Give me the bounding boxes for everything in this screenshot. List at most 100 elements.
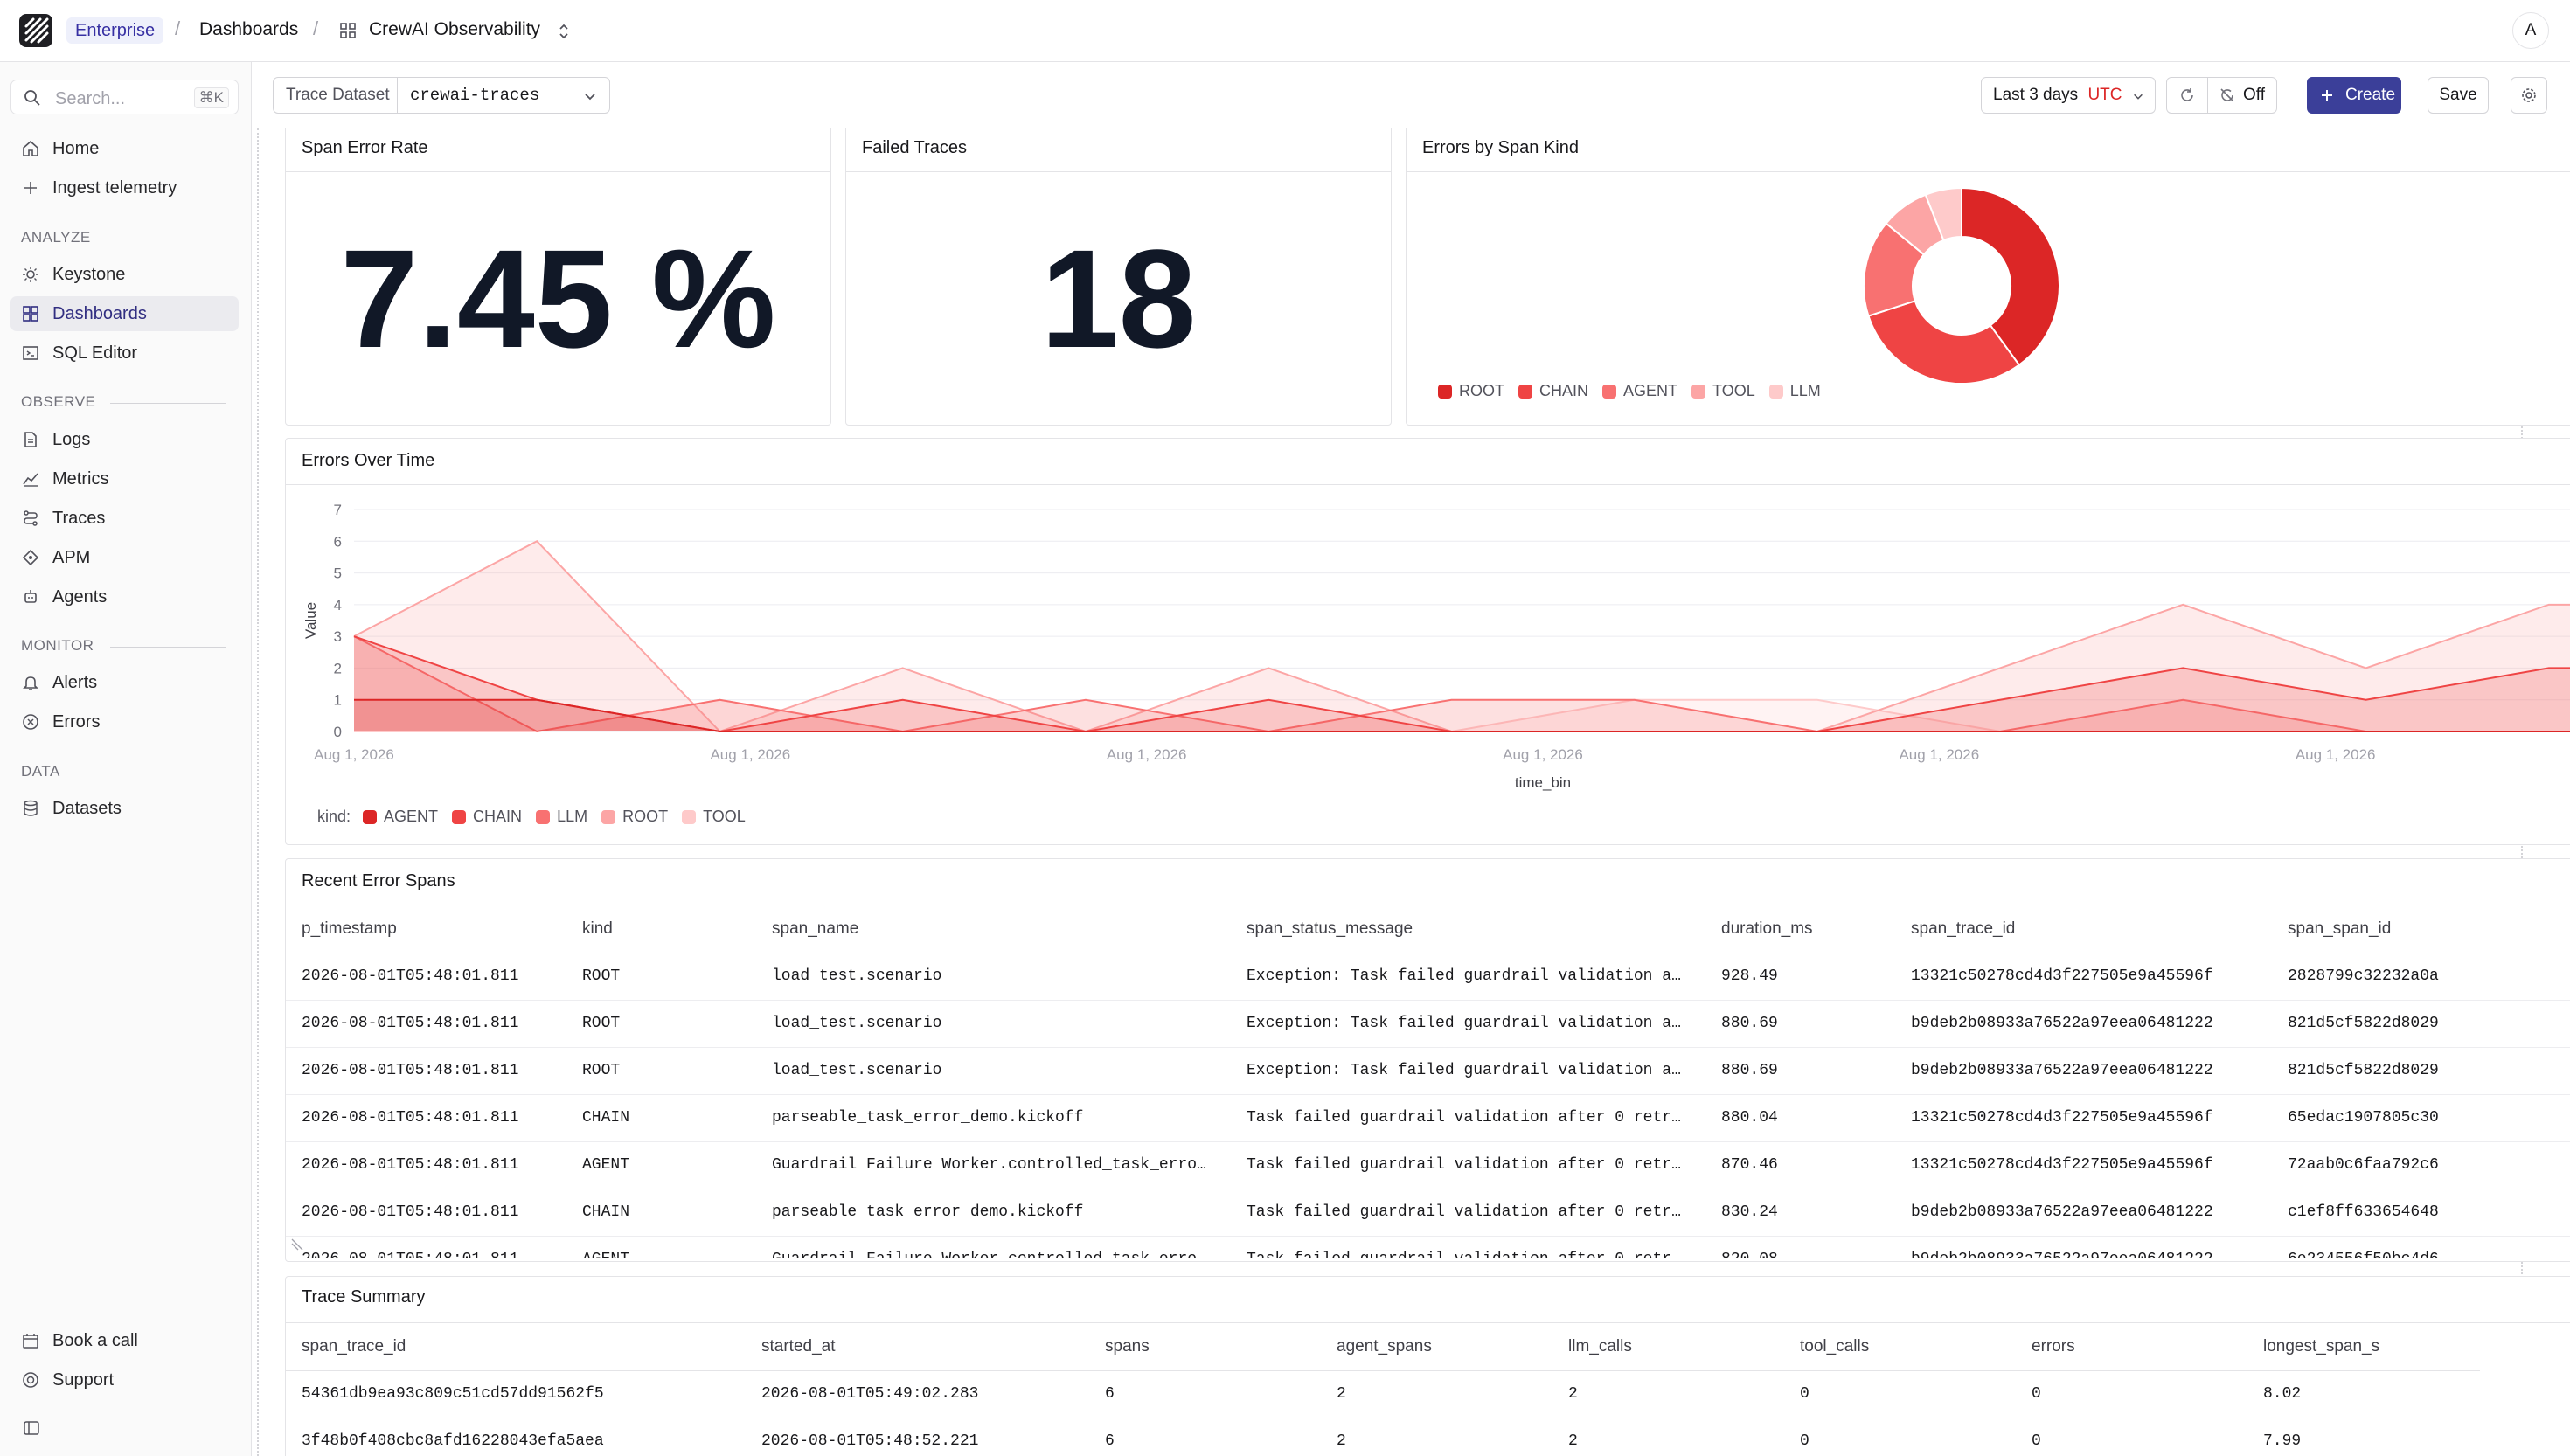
column-header[interactable]: span_status_message [1231, 905, 1705, 953]
sidebar-item-logs[interactable]: Logs [10, 422, 239, 457]
refresh-button[interactable] [2166, 77, 2208, 114]
legend-item-agent[interactable]: AGENT [1602, 382, 1677, 400]
sidebar-item-label: Alerts [52, 672, 98, 692]
legend-swatch [1438, 384, 1452, 399]
save-button[interactable]: Save [2428, 77, 2489, 114]
table-viewport[interactable]: p_timestamp kind span_name span_status_mess… [286, 905, 2570, 1258]
column-header[interactable]: llm_calls [1552, 1323, 1784, 1371]
sidebar-item-agents[interactable]: Agents [10, 579, 239, 614]
legend-item-chain[interactable]: CHAIN [452, 808, 522, 826]
app-logo-icon[interactable] [19, 14, 52, 47]
table-cell: 2026-08-01T05:48:01.811 [286, 953, 566, 1001]
legend-item-root[interactable]: ROOT [1438, 382, 1504, 400]
sidebar-item-book-call[interactable]: Book a call [10, 1323, 239, 1358]
table-cell: 13321c50278cd4d3f227505e9a45596f [1895, 1141, 2272, 1189]
legend-item-chain[interactable]: CHAIN [1518, 382, 1588, 400]
column-header[interactable]: errors [2016, 1323, 2247, 1371]
donut-slice-chain[interactable] [1867, 300, 2021, 385]
series-line-agent[interactable] [354, 698, 2570, 732]
legend-item-llm[interactable]: LLM [536, 808, 587, 826]
search-placeholder: Search... [55, 89, 126, 108]
sidebar-item-traces[interactable]: Traces [10, 501, 239, 536]
table-cell: 2 [1552, 1370, 1784, 1418]
sidebar-item-apm[interactable]: APM [10, 540, 239, 575]
table-row[interactable]: 54361db9ea93c809c51cd57dd91562f5 2026-08-… [286, 1370, 2480, 1418]
sidebar-item-home[interactable]: Home [10, 131, 239, 166]
panel-title: Errors by Span Kind [1422, 138, 1579, 157]
sidebar-item-alerts[interactable]: Alerts [10, 665, 239, 700]
y-tick-label: 5 [334, 565, 342, 582]
column-header[interactable]: duration_ms [1705, 905, 1895, 953]
table-row[interactable]: 3f48b0f408cbc8afd16228043efa5aea 2026-08-… [286, 1418, 2480, 1456]
breadcrumb-dashboards[interactable]: Dashboards [199, 19, 299, 39]
errors-over-time-chart[interactable]: 0 1 2 3 4 5 6 7 Aug 1, 2026 Aug 1, 2026 Aug 1, 202… [286, 485, 2570, 800]
table-viewport[interactable]: span_trace_id started_at spans agent_spans l… [286, 1323, 2570, 1456]
sidebar-item-metrics[interactable]: Metrics [10, 461, 239, 496]
panel-trace-summary[interactable]: Trace Summary span_trace_id started_at spa… [285, 1276, 2570, 1456]
panel-failed-traces[interactable]: Failed Traces 18 [845, 128, 1392, 426]
legend-item-agent[interactable]: AGENT [363, 808, 438, 826]
table-row[interactable]: 2026-08-01T05:48:01.811 ROOT load_test.sce… [286, 1000, 2570, 1048]
panel-recent-error-spans[interactable]: Recent Error Spans p_timestamp kind span_n… [285, 858, 2570, 1262]
divider [286, 1322, 2570, 1323]
legend-item-root[interactable]: ROOT [601, 808, 668, 826]
sidebar-item-datasets[interactable]: Datasets [10, 791, 239, 826]
column-header[interactable]: tool_calls [1784, 1323, 2016, 1371]
collapse-sidebar-icon[interactable] [23, 1419, 40, 1437]
sidebar: Search... ⌘K Home Ingest telemetry ANALY… [0, 62, 252, 1456]
x-tick-label: Aug 1, 2026 [1503, 746, 1583, 763]
table-cell: CHAIN [566, 1094, 756, 1142]
column-header[interactable]: span_span_id [2272, 905, 2570, 953]
panel-span-error-rate[interactable]: Span Error Rate 7.45 % [285, 128, 831, 426]
refresh-icon [2181, 88, 2193, 101]
sidebar-item-keystone[interactable]: Keystone [10, 257, 239, 292]
table-row[interactable]: 2026-08-01T05:48:01.811 ROOT load_test.sce… [286, 953, 2570, 1001]
auto-refresh-toggle[interactable]: Off [2207, 77, 2277, 114]
dataset-select[interactable]: crewai-traces [397, 77, 610, 114]
column-header[interactable]: p_timestamp [286, 905, 566, 953]
table-row[interactable]: 2026-08-01T05:48:01.811 CHAIN parseable_ta… [286, 1094, 2570, 1142]
column-header[interactable]: kind [566, 905, 756, 953]
column-header[interactable]: span_name [756, 905, 1231, 953]
series-line-llm[interactable] [353, 635, 2570, 733]
sidebar-item-support[interactable]: Support [10, 1362, 239, 1397]
column-header[interactable]: span_trace_id [1895, 905, 2272, 953]
column-header[interactable]: spans [1089, 1323, 1321, 1371]
column-header[interactable]: span_trace_id [286, 1323, 746, 1371]
settings-button[interactable] [2511, 77, 2547, 114]
create-button[interactable]: Create [2307, 77, 2401, 114]
chevron-up-down-icon[interactable] [556, 21, 572, 42]
chart-legend: kind: AGENT CHAIN LLM ROOT TOOL [317, 808, 760, 826]
table-row[interactable]: 2026-08-01T05:48:01.811 CHAIN parseable_ta… [286, 1189, 2570, 1237]
legend-item-llm[interactable]: LLM [1768, 382, 1821, 400]
column-header[interactable]: started_at [746, 1323, 1089, 1371]
legend-item-tool[interactable]: TOOL [682, 808, 746, 826]
column-header[interactable]: agent_spans [1321, 1323, 1552, 1371]
section-label-monitor: MONITOR [21, 637, 94, 654]
column-header[interactable]: longest_span_s [2247, 1323, 2480, 1371]
donut-slice-llm[interactable] [1924, 186, 1962, 242]
panel-errors-by-span-kind[interactable]: Errors by Span Kind ROOT CHAIN AGENT TOOL LL… [1406, 128, 2570, 426]
breadcrumb-current-dashboard[interactable]: CrewAI Observability [369, 19, 541, 39]
user-avatar[interactable]: A [2512, 12, 2549, 49]
dataset-select-value: crewai-traces [410, 86, 540, 105]
table-row[interactable]: 2026-08-01T05:48:01.811 ROOT load_test.sce… [286, 1047, 2570, 1095]
time-range-picker[interactable]: Last 3 days UTC [1981, 77, 2156, 114]
sidebar-item-dashboards[interactable]: Dashboards [10, 296, 239, 331]
divider [846, 171, 1391, 172]
panel-errors-over-time[interactable]: Errors Over Time 0 1 2 3 4 5 6 7 Aug 1, 2026 Aug … [285, 438, 2570, 845]
legend-label: TOOL [703, 808, 746, 825]
table-cell: Task failed guardrail validation after 0… [1231, 1141, 1705, 1189]
legend-item-tool[interactable]: TOOL [1691, 382, 1755, 400]
donut-chart[interactable] [1857, 181, 2066, 391]
sidebar-item-ingest[interactable]: Ingest telemetry [10, 170, 239, 205]
table-cell: 870.46 [1705, 1141, 1895, 1189]
sidebar-item-errors[interactable]: Errors [10, 704, 239, 739]
resize-handle-icon[interactable] [290, 1236, 306, 1251]
search-input[interactable]: Search... ⌘K [10, 80, 239, 114]
donut-slice-root[interactable] [1961, 186, 2060, 367]
sidebar-item-sql-editor[interactable]: SQL Editor [10, 336, 239, 371]
legend-swatch [1602, 384, 1617, 399]
